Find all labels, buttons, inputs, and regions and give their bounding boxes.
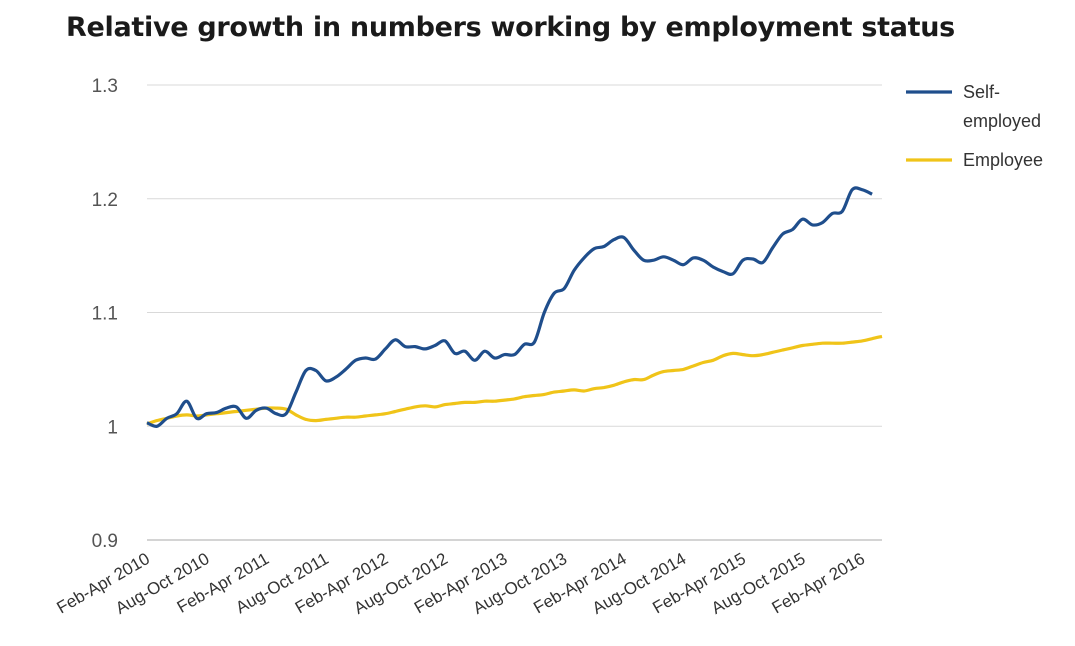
chart-title: Relative growth in numbers working by em…: [66, 12, 955, 43]
legend-label: employed: [963, 111, 1041, 131]
y-tick-label: 1: [107, 417, 118, 438]
y-tick-label: 1.2: [92, 190, 118, 211]
series-lines: [146, 186, 883, 428]
legend-label: Self-: [963, 82, 1000, 102]
y-tick-label: 1.1: [92, 304, 118, 325]
legend: Self-employed Employee: [906, 82, 1043, 170]
legend-label: Employee: [963, 150, 1043, 170]
y-tick-label: 1.3: [92, 76, 118, 97]
y-axis-ticks: 0.9 1 1.1 1.2 1.3: [92, 76, 118, 552]
y-tick-label: 0.9: [92, 531, 118, 552]
gridlines: [147, 84, 882, 541]
series-line-self-employed: [146, 186, 873, 428]
